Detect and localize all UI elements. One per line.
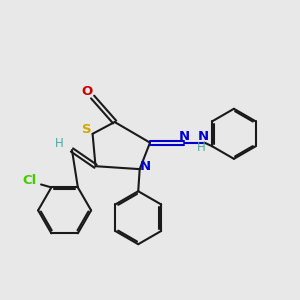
Text: N: N xyxy=(197,130,208,143)
Text: S: S xyxy=(82,123,92,136)
Text: H: H xyxy=(196,141,205,154)
Text: H: H xyxy=(55,137,64,150)
Text: N: N xyxy=(140,160,151,173)
Text: Cl: Cl xyxy=(22,174,36,188)
Text: O: O xyxy=(81,85,92,98)
Text: N: N xyxy=(179,130,190,143)
